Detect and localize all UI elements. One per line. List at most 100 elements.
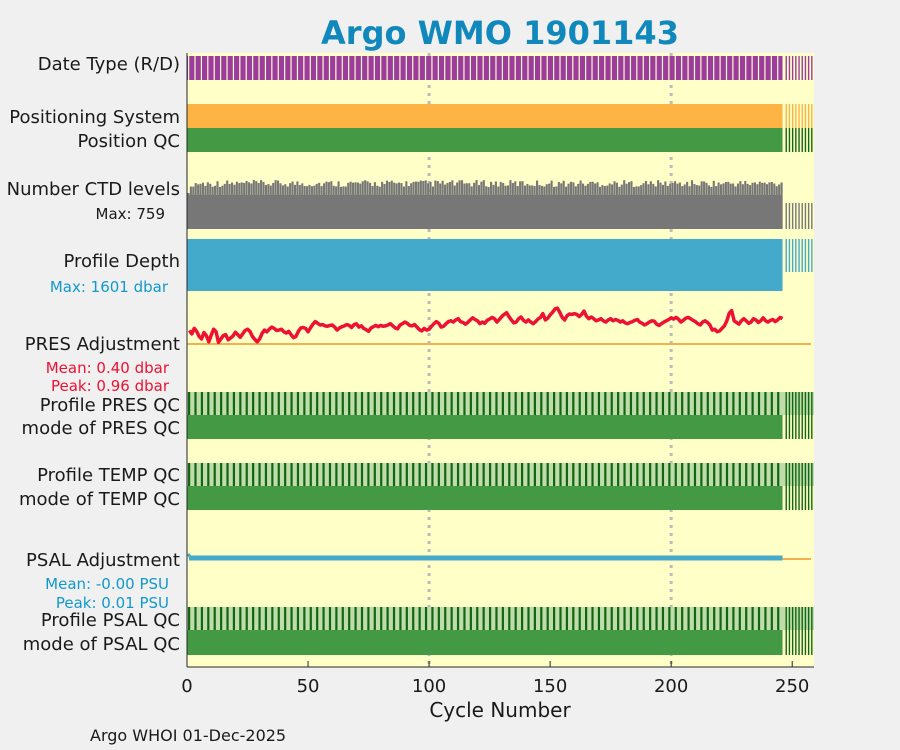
psal-mode-tail [788, 630, 791, 655]
psal-qc-stripe [597, 607, 601, 630]
temp-qc-stripe [565, 463, 569, 486]
pres-qc-stripe [700, 392, 703, 415]
temp-qc-stripe [738, 463, 741, 486]
psal-qc-stripe [553, 607, 556, 630]
pres-qc-stripe [693, 392, 697, 415]
pres-qc-stripe [207, 392, 210, 415]
temp-qc-stripe [777, 463, 780, 486]
stat-ctd-max: Max: 759 [96, 205, 165, 223]
pres-qc-stripe [738, 392, 741, 415]
psal-mode-tail [811, 630, 813, 655]
label-profile-depth: Profile Depth [63, 251, 180, 272]
date-type-stripe [745, 56, 747, 80]
temp-mode-tail [804, 486, 807, 510]
pres-mode-tail [795, 415, 797, 439]
psal-qc-stripe [725, 607, 729, 630]
psal-qc-stripe [482, 607, 485, 630]
date-type-stripe [585, 56, 587, 80]
psal-qc-stripe [348, 607, 351, 630]
profile-depth-tail [801, 239, 803, 272]
temp-qc-stripe [207, 463, 210, 486]
label-profile-pres-qc: Profile PRES QC [40, 395, 180, 416]
temp-qc-stripe [476, 463, 479, 486]
date-type-stripe [572, 56, 574, 80]
psal-start-blip [186, 553, 194, 560]
temp-qc-stripe [188, 463, 191, 486]
pres-qc-extra-tail [791, 392, 794, 415]
date-type-tail [804, 56, 807, 80]
temp-qc-stripe [232, 463, 236, 486]
pres-qc-stripe [271, 392, 274, 415]
temp-qc-stripe [405, 463, 408, 486]
temp-qc-stripe [591, 463, 594, 486]
temp-qc-stripe [220, 463, 223, 486]
profile-depth-tail [807, 239, 810, 272]
date-type-stripe [693, 56, 696, 80]
date-type-tail [811, 56, 813, 80]
date-type-stripe [623, 56, 625, 80]
date-type-stripe [399, 56, 401, 80]
psal-mode-tail [791, 630, 794, 655]
date-type-stripe [367, 56, 369, 80]
psal-qc-stripe [373, 607, 376, 630]
pres-qc-stripe [456, 392, 460, 415]
date-type-stripe [514, 56, 516, 80]
temp-qc-stripe [348, 463, 351, 486]
psal-qc-stripe [220, 607, 223, 630]
psal-qc-extra-tail [804, 607, 807, 630]
pres-qc-stripe [757, 392, 761, 415]
pres-qc-stripe [751, 392, 754, 415]
date-type-tail [788, 56, 791, 80]
position-qc-tail [785, 128, 787, 152]
date-type-stripe [328, 56, 331, 80]
temp-qc-stripe [693, 463, 697, 486]
date-type-stripe [360, 56, 363, 80]
pres-qc-stripe [284, 392, 287, 415]
date-type-tail [807, 56, 810, 80]
position-qc-tail [791, 128, 794, 152]
psal-qc-stripe [777, 607, 780, 630]
footer-note: Argo WHOI 01-Dec-2025 [90, 726, 286, 745]
pres-qc-stripe [399, 392, 402, 415]
date-type-stripe [706, 56, 708, 80]
pres-qc-stripe [674, 392, 677, 415]
date-type-stripe [719, 56, 721, 80]
temp-qc-extra-tail [798, 463, 800, 486]
psal-qc-stripe [591, 607, 594, 630]
date-type-stripe [207, 56, 209, 80]
temp-qc-stripe [239, 463, 242, 486]
psal-qc-stripe [469, 607, 472, 630]
temp-qc-stripe [456, 463, 460, 486]
temp-qc-stripe [514, 463, 517, 486]
label-date-type: Date Type (R/D) [38, 54, 180, 75]
date-type-stripe [220, 56, 222, 80]
temp-qc-stripe [546, 463, 549, 486]
pres-qc-stripe [328, 392, 332, 415]
psal-qc-stripe [732, 607, 735, 630]
psal-qc-stripe [386, 607, 389, 630]
temp-qc-stripe [316, 463, 319, 486]
stat-pres-mean: Mean: 0.40 dbar [46, 359, 170, 377]
temp-qc-stripe [610, 463, 613, 486]
date-type-stripe [668, 56, 670, 80]
temp-qc-stripe [412, 463, 415, 486]
psal-qc-stripe [188, 607, 191, 630]
pres-qc-stripe [213, 392, 216, 415]
psal-qc-stripe [271, 607, 274, 630]
position-qc-tail [804, 128, 807, 152]
psal-qc-stripe [328, 607, 332, 630]
psal-mode-bar [187, 630, 783, 655]
pres-qc-stripe [591, 392, 594, 415]
temp-qc-stripe [520, 463, 524, 486]
psal-qc-stripe [213, 607, 216, 630]
psal-qc-extra-tail [785, 607, 787, 630]
profile-depth-tail [795, 239, 797, 272]
date-type-stripe [565, 56, 568, 80]
psal-qc-stripe [674, 607, 677, 630]
temp-qc-stripe [373, 463, 376, 486]
temp-qc-stripe [751, 463, 754, 486]
pres-mode-tail [798, 415, 800, 439]
date-type-stripe [700, 56, 702, 80]
pres-mode-tail [788, 415, 791, 439]
pres-qc-stripe [565, 392, 569, 415]
